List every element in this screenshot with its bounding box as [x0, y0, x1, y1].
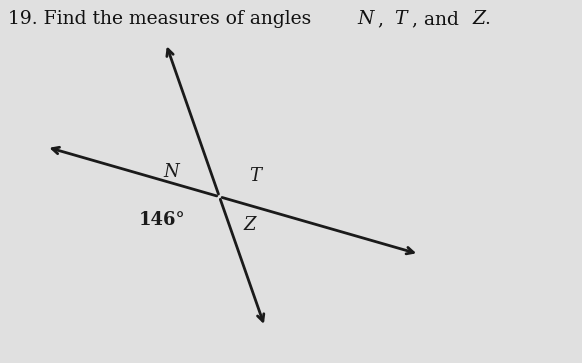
- Text: T: T: [389, 10, 407, 28]
- Text: Z: Z: [473, 10, 485, 28]
- Text: Z: Z: [243, 216, 256, 234]
- Text: 146°: 146°: [139, 211, 186, 229]
- Text: , and: , and: [412, 10, 465, 28]
- Text: .: .: [484, 10, 490, 28]
- Text: ,: ,: [377, 10, 383, 28]
- Text: N: N: [357, 10, 374, 28]
- Text: 19. Find the measures of angles: 19. Find the measures of angles: [8, 10, 317, 28]
- Text: N: N: [164, 163, 179, 181]
- Text: T: T: [250, 167, 261, 185]
